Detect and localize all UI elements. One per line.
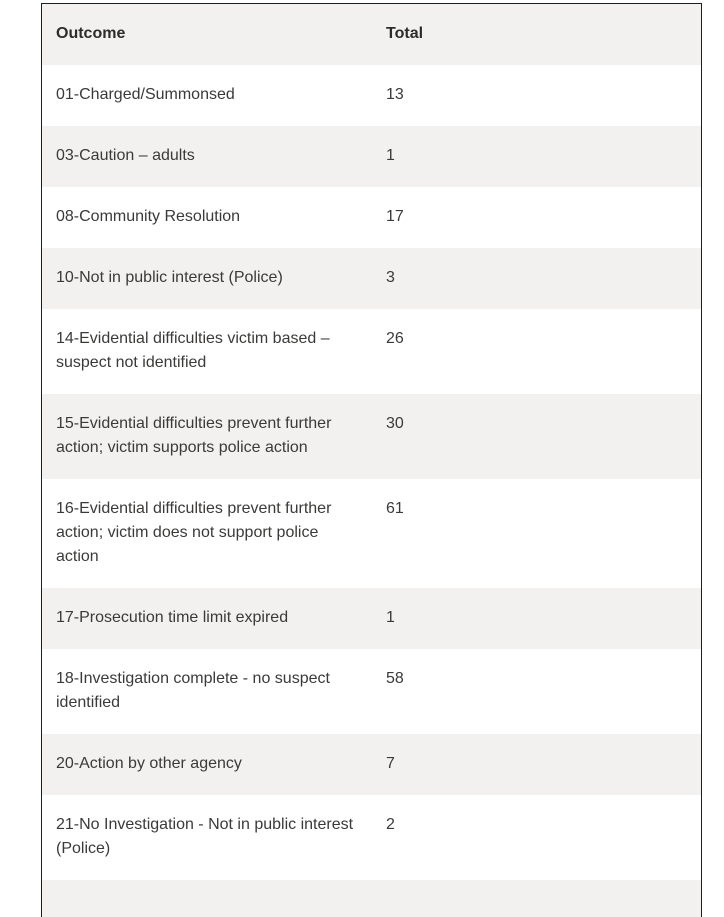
outcome-cell (42, 880, 372, 917)
table-row: 01-Charged/Summonsed 13 (42, 65, 701, 126)
total-cell: 1 (372, 588, 701, 649)
outcome-cell: 16-Evidential difficulties prevent furth… (56, 500, 332, 565)
table-row: 21-No Investigation - Not in public inte… (42, 795, 701, 880)
outcome-cell: 17-Prosecution time limit expired (42, 588, 372, 649)
table-row-partial (42, 880, 701, 917)
outcome-cell: 15-Evidential difficulties prevent furth… (42, 394, 372, 479)
table-row: 15-Evidential difficulties prevent furth… (42, 394, 701, 479)
table-row: 14-Evidential difficulties victim based … (42, 309, 701, 394)
total-cell: 3 (372, 248, 701, 309)
outcome-cell: 14-Evidential difficulties victim based … (56, 330, 330, 371)
total-cell: 2 (386, 816, 395, 833)
total-cell: 26 (386, 330, 404, 347)
outcome-cell: 03-Caution – adults (42, 126, 372, 187)
table-row: 10-Not in public interest (Police) 3 (42, 248, 701, 309)
outcomes-table: Outcome Total 01-Charged/Summonsed 13 03-C… (42, 4, 701, 917)
table-row: 08-Community Resolution 17 (42, 187, 701, 248)
table-row: 16-Evidential difficulties prevent furth… (42, 479, 701, 588)
total-cell (372, 880, 701, 917)
header-row: Outcome Total (42, 4, 701, 65)
total-cell: 17 (386, 208, 404, 225)
total-cell: 7 (372, 734, 701, 795)
outcomes-table-container: Outcome Total 01-Charged/Summonsed 13 03-C… (41, 3, 702, 917)
outcome-cell: 18-Investigation complete - no suspect i… (56, 670, 330, 711)
table-row: 18-Investigation complete - no suspect i… (42, 649, 701, 734)
total-cell: 58 (386, 670, 404, 687)
outcomes-table-header: Outcome Total (42, 4, 701, 65)
outcome-cell: 20-Action by other agency (42, 734, 372, 795)
total-cell: 13 (386, 86, 404, 103)
total-cell: 30 (372, 394, 701, 479)
total-cell: 61 (386, 500, 404, 517)
outcomes-table-body: 01-Charged/Summonsed 13 03-Caution – adult… (42, 65, 701, 917)
outcome-cell: 21-No Investigation - Not in public inte… (56, 816, 354, 857)
outcome-cell: 01-Charged/Summonsed (56, 86, 235, 103)
total-cell: 1 (372, 126, 701, 187)
table-row: 20-Action by other agency 7 (42, 734, 701, 795)
outcome-cell: 08-Community Resolution (56, 208, 241, 225)
column-header-total: Total (372, 4, 701, 65)
table-row: 17-Prosecution time limit expired 1 (42, 588, 701, 649)
table-row: 03-Caution – adults 1 (42, 126, 701, 187)
outcome-cell: 10-Not in public interest (Police) (42, 248, 372, 309)
column-header-outcome: Outcome (42, 4, 372, 65)
